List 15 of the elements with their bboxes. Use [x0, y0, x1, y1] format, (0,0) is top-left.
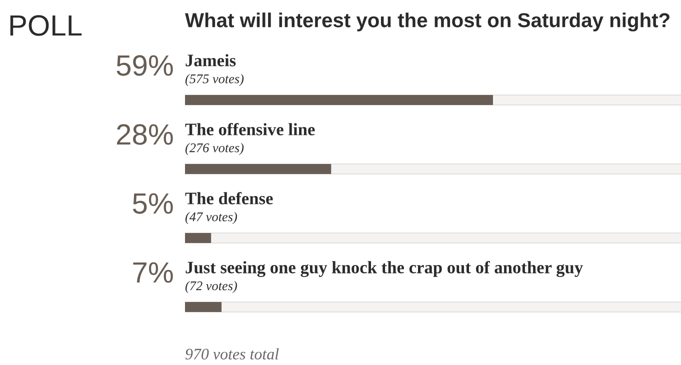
- data-label: 59%: [116, 55, 173, 76]
- y-tick-label: Jameis: [186, 54, 236, 66]
- data-label: 7%: [133, 262, 173, 283]
- y-tick-label: The offensive line: [185, 122, 315, 136]
- chart-title: POLL: [10, 15, 82, 36]
- annotation: (47 votes): [185, 212, 237, 224]
- chart-subtitle: What will interest you the most on Saturday night?: [185, 12, 670, 32]
- data-label: 28%: [116, 124, 173, 145]
- text: 970 votes total: [185, 348, 279, 360]
- y-tick-label: Just seeing one guy knock the crap out of another guy: [186, 260, 583, 278]
- annotation: (72 votes): [185, 281, 237, 293]
- annotation: (575 votes): [185, 74, 244, 86]
- y-tick-label: The defense: [185, 192, 273, 204]
- annotation: (276 votes): [185, 143, 244, 155]
- data-label: 5%: [132, 193, 173, 214]
